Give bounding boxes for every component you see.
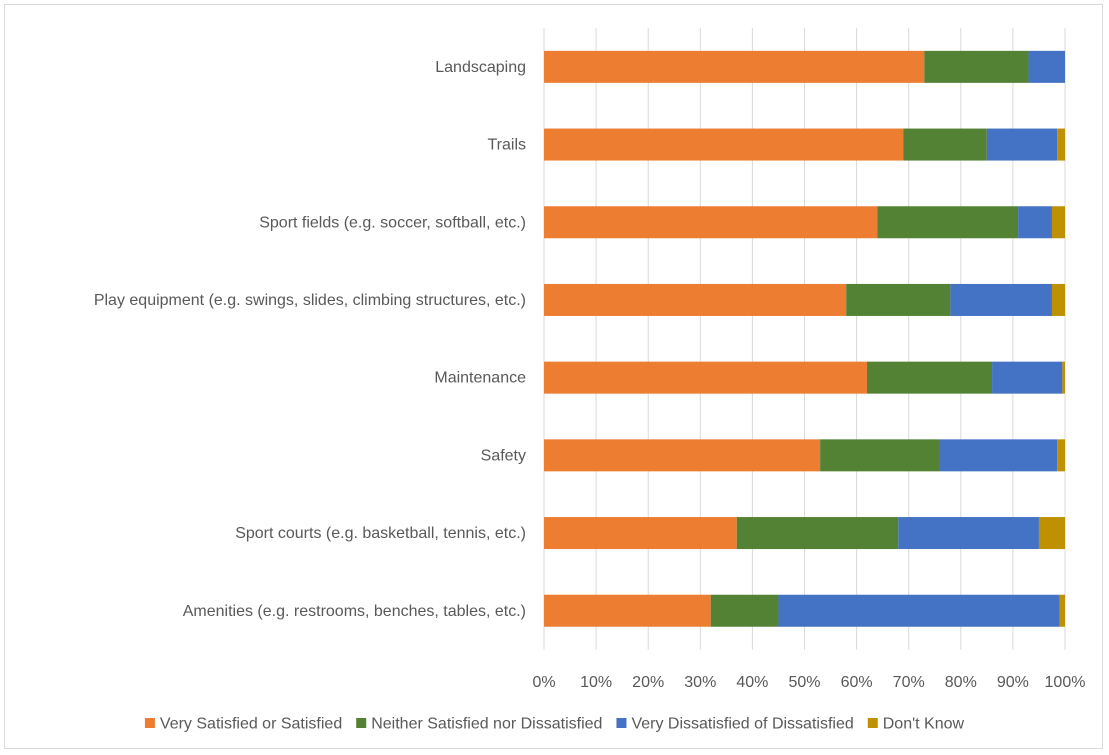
category-label: Sport courts (e.g. basketball, tennis, e… <box>235 525 526 542</box>
x-tick-label: 90% <box>997 674 1029 691</box>
legend-swatch <box>144 718 155 728</box>
category-label: Sport fields (e.g. soccer, softball, etc… <box>259 214 526 231</box>
bar-segment <box>939 439 1058 472</box>
bars <box>544 50 1065 627</box>
bar-segment <box>1051 283 1065 316</box>
x-tick-label: 0% <box>532 674 555 691</box>
legend: Very Satisfied or Satisfied Neither Satis… <box>144 716 965 733</box>
bar-segment <box>544 517 737 550</box>
bar-segment <box>903 128 987 161</box>
bar-segment <box>1062 361 1065 394</box>
bar-segment <box>544 283 847 316</box>
bar-segment <box>736 517 899 550</box>
bar-segment <box>1057 439 1065 472</box>
bar-segment <box>950 283 1052 316</box>
bar-segment <box>877 206 1019 239</box>
legend-label: Very Dissatisfied of Dissatisfied <box>631 716 853 733</box>
bar-segment <box>544 439 821 472</box>
x-axis-ticks: 0% 10% 20% 30% 40% 50% 60% 70% 80% 90% 100% <box>532 674 1085 691</box>
x-tick-label: 70% <box>893 674 925 691</box>
bar-segment <box>1057 128 1065 161</box>
legend-swatch <box>867 718 878 728</box>
bar-segment <box>820 439 940 472</box>
bar-segment <box>1059 594 1065 627</box>
bar-segment <box>846 283 951 316</box>
x-tick-label: 100% <box>1045 674 1086 691</box>
x-tick-label: 10% <box>580 674 612 691</box>
bar-segment <box>1028 50 1065 83</box>
bar-segment <box>710 594 779 627</box>
bar-segment <box>544 206 878 239</box>
legend-swatch <box>616 718 627 728</box>
x-tick-label: 50% <box>788 674 820 691</box>
bar-segment <box>544 50 925 83</box>
category-label: Amenities (e.g. restrooms, benches, tabl… <box>183 603 526 620</box>
bar-segment <box>544 128 904 161</box>
bar-segment <box>778 594 1060 627</box>
legend-swatch <box>356 718 367 728</box>
x-tick-label: 40% <box>736 674 768 691</box>
x-tick-label: 20% <box>632 674 664 691</box>
bar-segment <box>898 517 1039 550</box>
bar-segment <box>924 50 1029 83</box>
bar-segment <box>1018 206 1052 239</box>
x-tick-label: 30% <box>684 674 716 691</box>
category-label: Maintenance <box>434 370 526 387</box>
x-tick-label: 80% <box>945 674 977 691</box>
bar-segment <box>1038 517 1065 550</box>
bar-segment <box>867 361 993 394</box>
category-label: Play equipment (e.g. swings, slides, cli… <box>94 292 526 309</box>
category-label: Trails <box>487 137 526 154</box>
bar-segment <box>544 361 868 394</box>
legend-label: Don't Know <box>883 716 965 733</box>
bar-segment <box>1051 206 1065 239</box>
bar-segment <box>986 128 1058 161</box>
legend-label: Very Satisfied or Satisfied <box>160 716 342 733</box>
gridlines <box>543 28 1066 650</box>
category-labels: Landscaping Trails Sport fields (e.g. socc… <box>94 59 526 620</box>
bar-segment <box>544 594 711 627</box>
category-label: Safety <box>481 447 526 464</box>
bar-segment <box>992 361 1063 394</box>
chart-frame: Landscaping Trails Sport fields (e.g. socc… <box>4 4 1103 749</box>
stacked-bar-chart: Landscaping Trails Sport fields (e.g. socc… <box>94 28 1085 733</box>
category-label: Landscaping <box>435 59 526 76</box>
x-tick-label: 60% <box>841 674 873 691</box>
legend-label: Neither Satisfied nor Dissatisfied <box>371 716 602 733</box>
